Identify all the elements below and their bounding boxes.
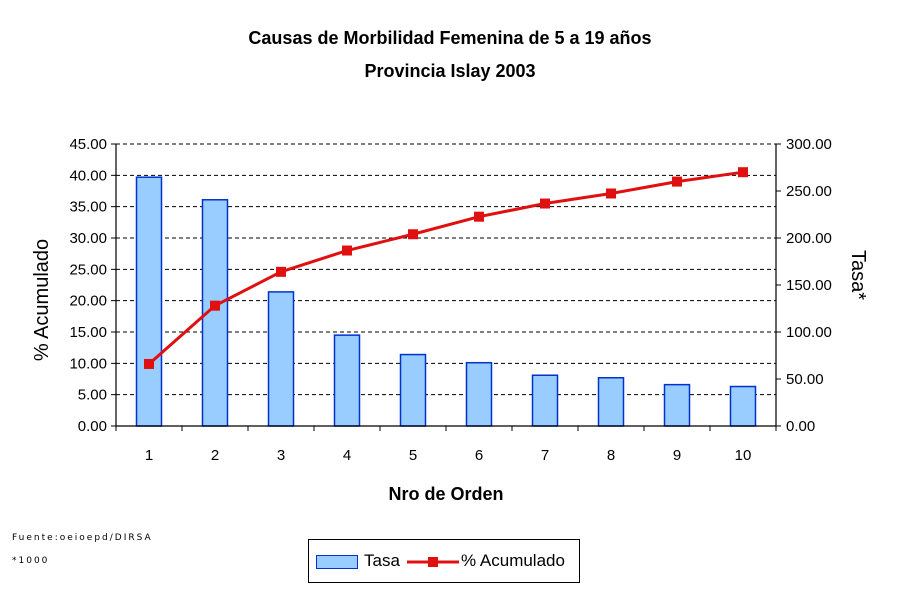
chart-legend: Tasa % Acumulado (308, 539, 580, 583)
y-left-tick-label: 20.00 (69, 293, 107, 310)
bar-tasa (729, 385, 757, 427)
y-left-tick-label: 5.00 (78, 387, 107, 404)
bar-tasa (663, 383, 691, 427)
bar-tasa (135, 176, 163, 427)
y-left-tick-label: 45.00 (69, 136, 107, 153)
y-left-tick-label: 0.00 (78, 418, 107, 435)
y-right-tick-label: 50.00 (786, 371, 824, 388)
point-acumulado (474, 211, 484, 222)
x-tick-label: 6 (475, 447, 483, 464)
bar-tasa (531, 374, 559, 427)
point-acumulado (408, 229, 418, 240)
point-acumulado (606, 188, 616, 199)
legend-label-tasa: Tasa (364, 551, 400, 570)
x-tick-label: 7 (541, 447, 549, 464)
point-acumulado (672, 176, 682, 187)
y-right-tick-label: 250.00 (786, 183, 832, 200)
chart-title: Causas de Morbilidad Femenina de 5 a 19 … (248, 28, 652, 48)
chart-subtitle: Provincia Islay 2003 (364, 61, 536, 81)
y-left-tick-label: 40.00 (69, 167, 107, 184)
y-left-axis-title: % Acumulado (31, 239, 53, 361)
point-acumulado (276, 266, 286, 277)
y-right-tick-label: 100.00 (786, 324, 832, 341)
bar-tasa (597, 376, 625, 427)
y-left-tick-label: 10.00 (69, 355, 107, 372)
y-right-tick-label: 300.00 (786, 136, 832, 153)
y-left-tick-label: 15.00 (69, 324, 107, 341)
point-acumulado (738, 167, 748, 178)
y-left-tick-label: 30.00 (69, 230, 107, 247)
y-right-axis-title: Tasa* (847, 250, 869, 300)
legend-swatch-acumulado (407, 557, 459, 567)
x-tick-label: 8 (607, 447, 615, 464)
bar-tasa (267, 291, 295, 427)
x-axis-title: Nro de Orden (388, 484, 503, 504)
x-tick-label: 4 (343, 447, 351, 464)
legend-label-acumulado: % Acumulado (461, 551, 565, 570)
x-tick-label: 5 (409, 447, 417, 464)
x-tick-label: 2 (211, 447, 219, 464)
y-right-tick-label: 200.00 (786, 230, 832, 247)
point-acumulado (342, 245, 352, 256)
source-note: Fuente:oeioepd/DIRSA (12, 533, 153, 543)
point-acumulado (144, 358, 154, 369)
x-tick-label: 9 (673, 447, 681, 464)
footnote-note: *1000 (12, 556, 50, 566)
y-left-tick-label: 35.00 (69, 199, 107, 216)
point-acumulado (210, 300, 220, 311)
x-tick-label: 1 (145, 447, 153, 464)
point-acumulado (540, 198, 550, 209)
y-left-tick-label: 25.00 (69, 261, 107, 278)
line-acumulado (148, 170, 744, 366)
legend-swatch-tasa (316, 555, 358, 569)
bar-tasa (465, 361, 493, 427)
y-right-tick-label: 150.00 (786, 277, 832, 294)
bar-tasa (333, 334, 361, 427)
bar-tasa (399, 353, 427, 427)
y-right-tick-label: 0.00 (786, 418, 815, 435)
x-tick-label: 3 (277, 447, 285, 464)
x-tick-label: 10 (735, 447, 752, 464)
